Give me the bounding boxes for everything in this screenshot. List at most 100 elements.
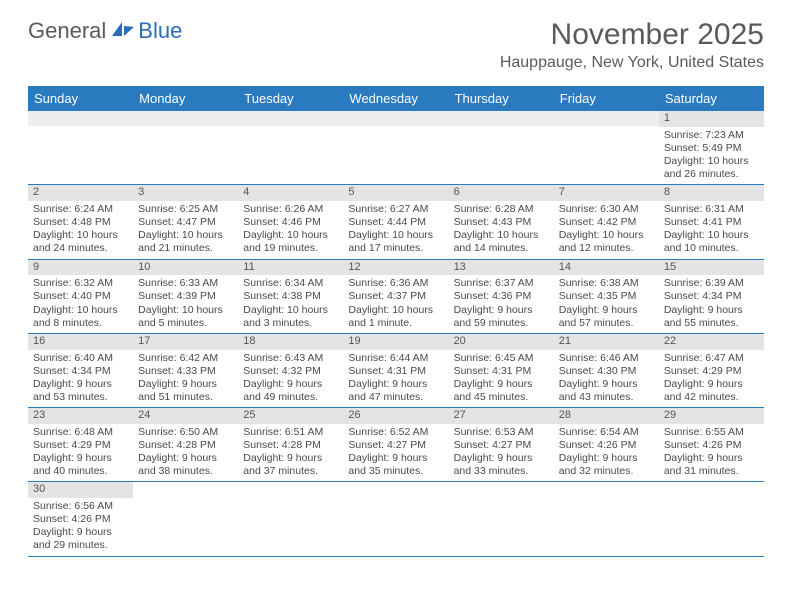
sunrise-text: Sunrise: 6:55 AM bbox=[664, 426, 759, 439]
day-cell: 21Sunrise: 6:46 AMSunset: 4:30 PMDayligh… bbox=[554, 334, 659, 407]
day-body: Sunrise: 6:32 AMSunset: 4:40 PMDaylight:… bbox=[28, 275, 133, 333]
day-number: 26 bbox=[343, 408, 448, 424]
day-number: 3 bbox=[133, 185, 238, 201]
day-number: 12 bbox=[343, 260, 448, 276]
week-row: 9Sunrise: 6:32 AMSunset: 4:40 PMDaylight… bbox=[28, 260, 764, 334]
sunset-text: Sunset: 4:46 PM bbox=[243, 216, 338, 229]
sunset-text: Sunset: 4:34 PM bbox=[664, 290, 759, 303]
day-cell: 16Sunrise: 6:40 AMSunset: 4:34 PMDayligh… bbox=[28, 334, 133, 407]
day-body: Sunrise: 6:38 AMSunset: 4:35 PMDaylight:… bbox=[554, 275, 659, 333]
sunset-text: Sunset: 4:47 PM bbox=[138, 216, 233, 229]
sunrise-text: Sunrise: 6:45 AM bbox=[454, 352, 549, 365]
day-number: 24 bbox=[133, 408, 238, 424]
logo-text-gray: General bbox=[28, 18, 106, 44]
sunrise-text: Sunrise: 6:42 AM bbox=[138, 352, 233, 365]
day-number: 11 bbox=[238, 260, 343, 276]
day-cell: 18Sunrise: 6:43 AMSunset: 4:32 PMDayligh… bbox=[238, 334, 343, 407]
sunset-text: Sunset: 4:32 PM bbox=[243, 365, 338, 378]
day-cell: 17Sunrise: 6:42 AMSunset: 4:33 PMDayligh… bbox=[133, 334, 238, 407]
sunset-text: Sunset: 4:38 PM bbox=[243, 290, 338, 303]
sunrise-text: Sunrise: 6:39 AM bbox=[664, 277, 759, 290]
sunrise-text: Sunrise: 6:34 AM bbox=[243, 277, 338, 290]
sunset-text: Sunset: 4:29 PM bbox=[664, 365, 759, 378]
day-body: Sunrise: 6:50 AMSunset: 4:28 PMDaylight:… bbox=[133, 424, 238, 482]
daylight-text: Daylight: 9 hours and 59 minutes. bbox=[454, 304, 549, 330]
daylight-text: Daylight: 9 hours and 40 minutes. bbox=[33, 452, 128, 478]
weeks-container: 1Sunrise: 7:23 AMSunset: 5:49 PMDaylight… bbox=[28, 111, 764, 557]
sunset-text: Sunset: 4:27 PM bbox=[454, 439, 549, 452]
month-title: November 2025 bbox=[500, 18, 764, 52]
daylight-text: Daylight: 10 hours and 3 minutes. bbox=[243, 304, 338, 330]
header: GeneralBlue November 2025 Hauppauge, New… bbox=[0, 0, 792, 78]
day-cell: 22Sunrise: 6:47 AMSunset: 4:29 PMDayligh… bbox=[659, 334, 764, 407]
day-cell: 29Sunrise: 6:55 AMSunset: 4:26 PMDayligh… bbox=[659, 408, 764, 481]
sunrise-text: Sunrise: 6:38 AM bbox=[559, 277, 654, 290]
sunset-text: Sunset: 4:31 PM bbox=[454, 365, 549, 378]
day-number: 25 bbox=[238, 408, 343, 424]
day-cell: 23 Sunrise: 6:48 AMSunset: 4:29 PMDayligh… bbox=[28, 408, 133, 481]
sunset-text: Sunset: 4:41 PM bbox=[664, 216, 759, 229]
sunrise-text: Sunrise: 6:40 AM bbox=[33, 352, 128, 365]
day-number: 10 bbox=[133, 260, 238, 276]
sunrise-text: Sunrise: 6:27 AM bbox=[348, 203, 443, 216]
sunset-text: Sunset: 4:33 PM bbox=[138, 365, 233, 378]
day-body: Sunrise: 6:39 AMSunset: 4:34 PMDaylight:… bbox=[659, 275, 764, 333]
day-body: Sunrise: 6:44 AMSunset: 4:31 PMDaylight:… bbox=[343, 350, 448, 408]
day-cell: 30Sunrise: 6:56 AMSunset: 4:26 PMDayligh… bbox=[28, 482, 133, 555]
empty-bar bbox=[343, 111, 448, 126]
day-body: Sunrise: 6:31 AMSunset: 4:41 PMDaylight:… bbox=[659, 201, 764, 259]
day-body: Sunrise: 6:24 AMSunset: 4:48 PMDaylight:… bbox=[28, 201, 133, 259]
empty-cell bbox=[449, 482, 554, 555]
daylight-text: Daylight: 9 hours and 51 minutes. bbox=[138, 378, 233, 404]
logo-sail-icon bbox=[110, 18, 136, 44]
day-number: 20 bbox=[449, 334, 554, 350]
day-body: Sunrise: 6:26 AMSunset: 4:46 PMDaylight:… bbox=[238, 201, 343, 259]
daylight-text: Daylight: 10 hours and 17 minutes. bbox=[348, 229, 443, 255]
sunrise-text: Sunrise: 6:36 AM bbox=[348, 277, 443, 290]
daylight-text: Daylight: 10 hours and 10 minutes. bbox=[664, 229, 759, 255]
day-number: 5 bbox=[343, 185, 448, 201]
sunrise-text: Sunrise: 6:43 AM bbox=[243, 352, 338, 365]
empty-cell bbox=[238, 111, 343, 184]
daylight-text: Daylight: 10 hours and 12 minutes. bbox=[559, 229, 654, 255]
day-header-row: Sunday Monday Tuesday Wednesday Thursday… bbox=[28, 86, 764, 111]
sunrise-text: Sunrise: 6:50 AM bbox=[138, 426, 233, 439]
day-body: Sunrise: 6:56 AMSunset: 4:26 PMDaylight:… bbox=[28, 498, 133, 556]
day-body: Sunrise: 6:34 AMSunset: 4:38 PMDaylight:… bbox=[238, 275, 343, 333]
daylight-text: Daylight: 9 hours and 45 minutes. bbox=[454, 378, 549, 404]
day-cell: 13Sunrise: 6:37 AMSunset: 4:36 PMDayligh… bbox=[449, 260, 554, 333]
day-cell: 14Sunrise: 6:38 AMSunset: 4:35 PMDayligh… bbox=[554, 260, 659, 333]
daylight-text: Daylight: 9 hours and 31 minutes. bbox=[664, 452, 759, 478]
day-body: Sunrise: 6:47 AMSunset: 4:29 PMDaylight:… bbox=[659, 350, 764, 408]
empty-cell bbox=[343, 111, 448, 184]
day-body: Sunrise: 6:30 AMSunset: 4:42 PMDaylight:… bbox=[554, 201, 659, 259]
daylight-text: Daylight: 10 hours and 1 minute. bbox=[348, 304, 443, 330]
daylight-text: Daylight: 9 hours and 42 minutes. bbox=[664, 378, 759, 404]
empty-bar bbox=[28, 111, 133, 126]
day-number: 19 bbox=[343, 334, 448, 350]
empty-cell bbox=[238, 482, 343, 555]
week-row: 2Sunrise: 6:24 AMSunset: 4:48 PMDaylight… bbox=[28, 185, 764, 259]
logo: GeneralBlue bbox=[28, 18, 182, 44]
empty-bar bbox=[554, 111, 659, 126]
day-body: Sunrise: 6:42 AMSunset: 4:33 PMDaylight:… bbox=[133, 350, 238, 408]
sunrise-text: Sunrise: 6:48 AM bbox=[33, 426, 128, 439]
sunset-text: Sunset: 4:42 PM bbox=[559, 216, 654, 229]
daylight-text: Daylight: 9 hours and 47 minutes. bbox=[348, 378, 443, 404]
empty-bar bbox=[238, 111, 343, 126]
empty-cell bbox=[133, 111, 238, 184]
sunrise-text: Sunrise: 6:31 AM bbox=[664, 203, 759, 216]
week-row: 1Sunrise: 7:23 AMSunset: 5:49 PMDaylight… bbox=[28, 111, 764, 185]
day-body: Sunrise: 6:51 AMSunset: 4:28 PMDaylight:… bbox=[238, 424, 343, 482]
day-number: 23 bbox=[28, 408, 133, 424]
day-number: 28 bbox=[554, 408, 659, 424]
sunset-text: Sunset: 4:28 PM bbox=[138, 439, 233, 452]
sunset-text: Sunset: 4:43 PM bbox=[454, 216, 549, 229]
sunset-text: Sunset: 4:29 PM bbox=[33, 439, 128, 452]
day-number: 22 bbox=[659, 334, 764, 350]
sunset-text: Sunset: 4:30 PM bbox=[559, 365, 654, 378]
sunset-text: Sunset: 4:44 PM bbox=[348, 216, 443, 229]
day-cell: 3Sunrise: 6:25 AMSunset: 4:47 PMDaylight… bbox=[133, 185, 238, 258]
day-number: 27 bbox=[449, 408, 554, 424]
sunset-text: Sunset: 4:48 PM bbox=[33, 216, 128, 229]
